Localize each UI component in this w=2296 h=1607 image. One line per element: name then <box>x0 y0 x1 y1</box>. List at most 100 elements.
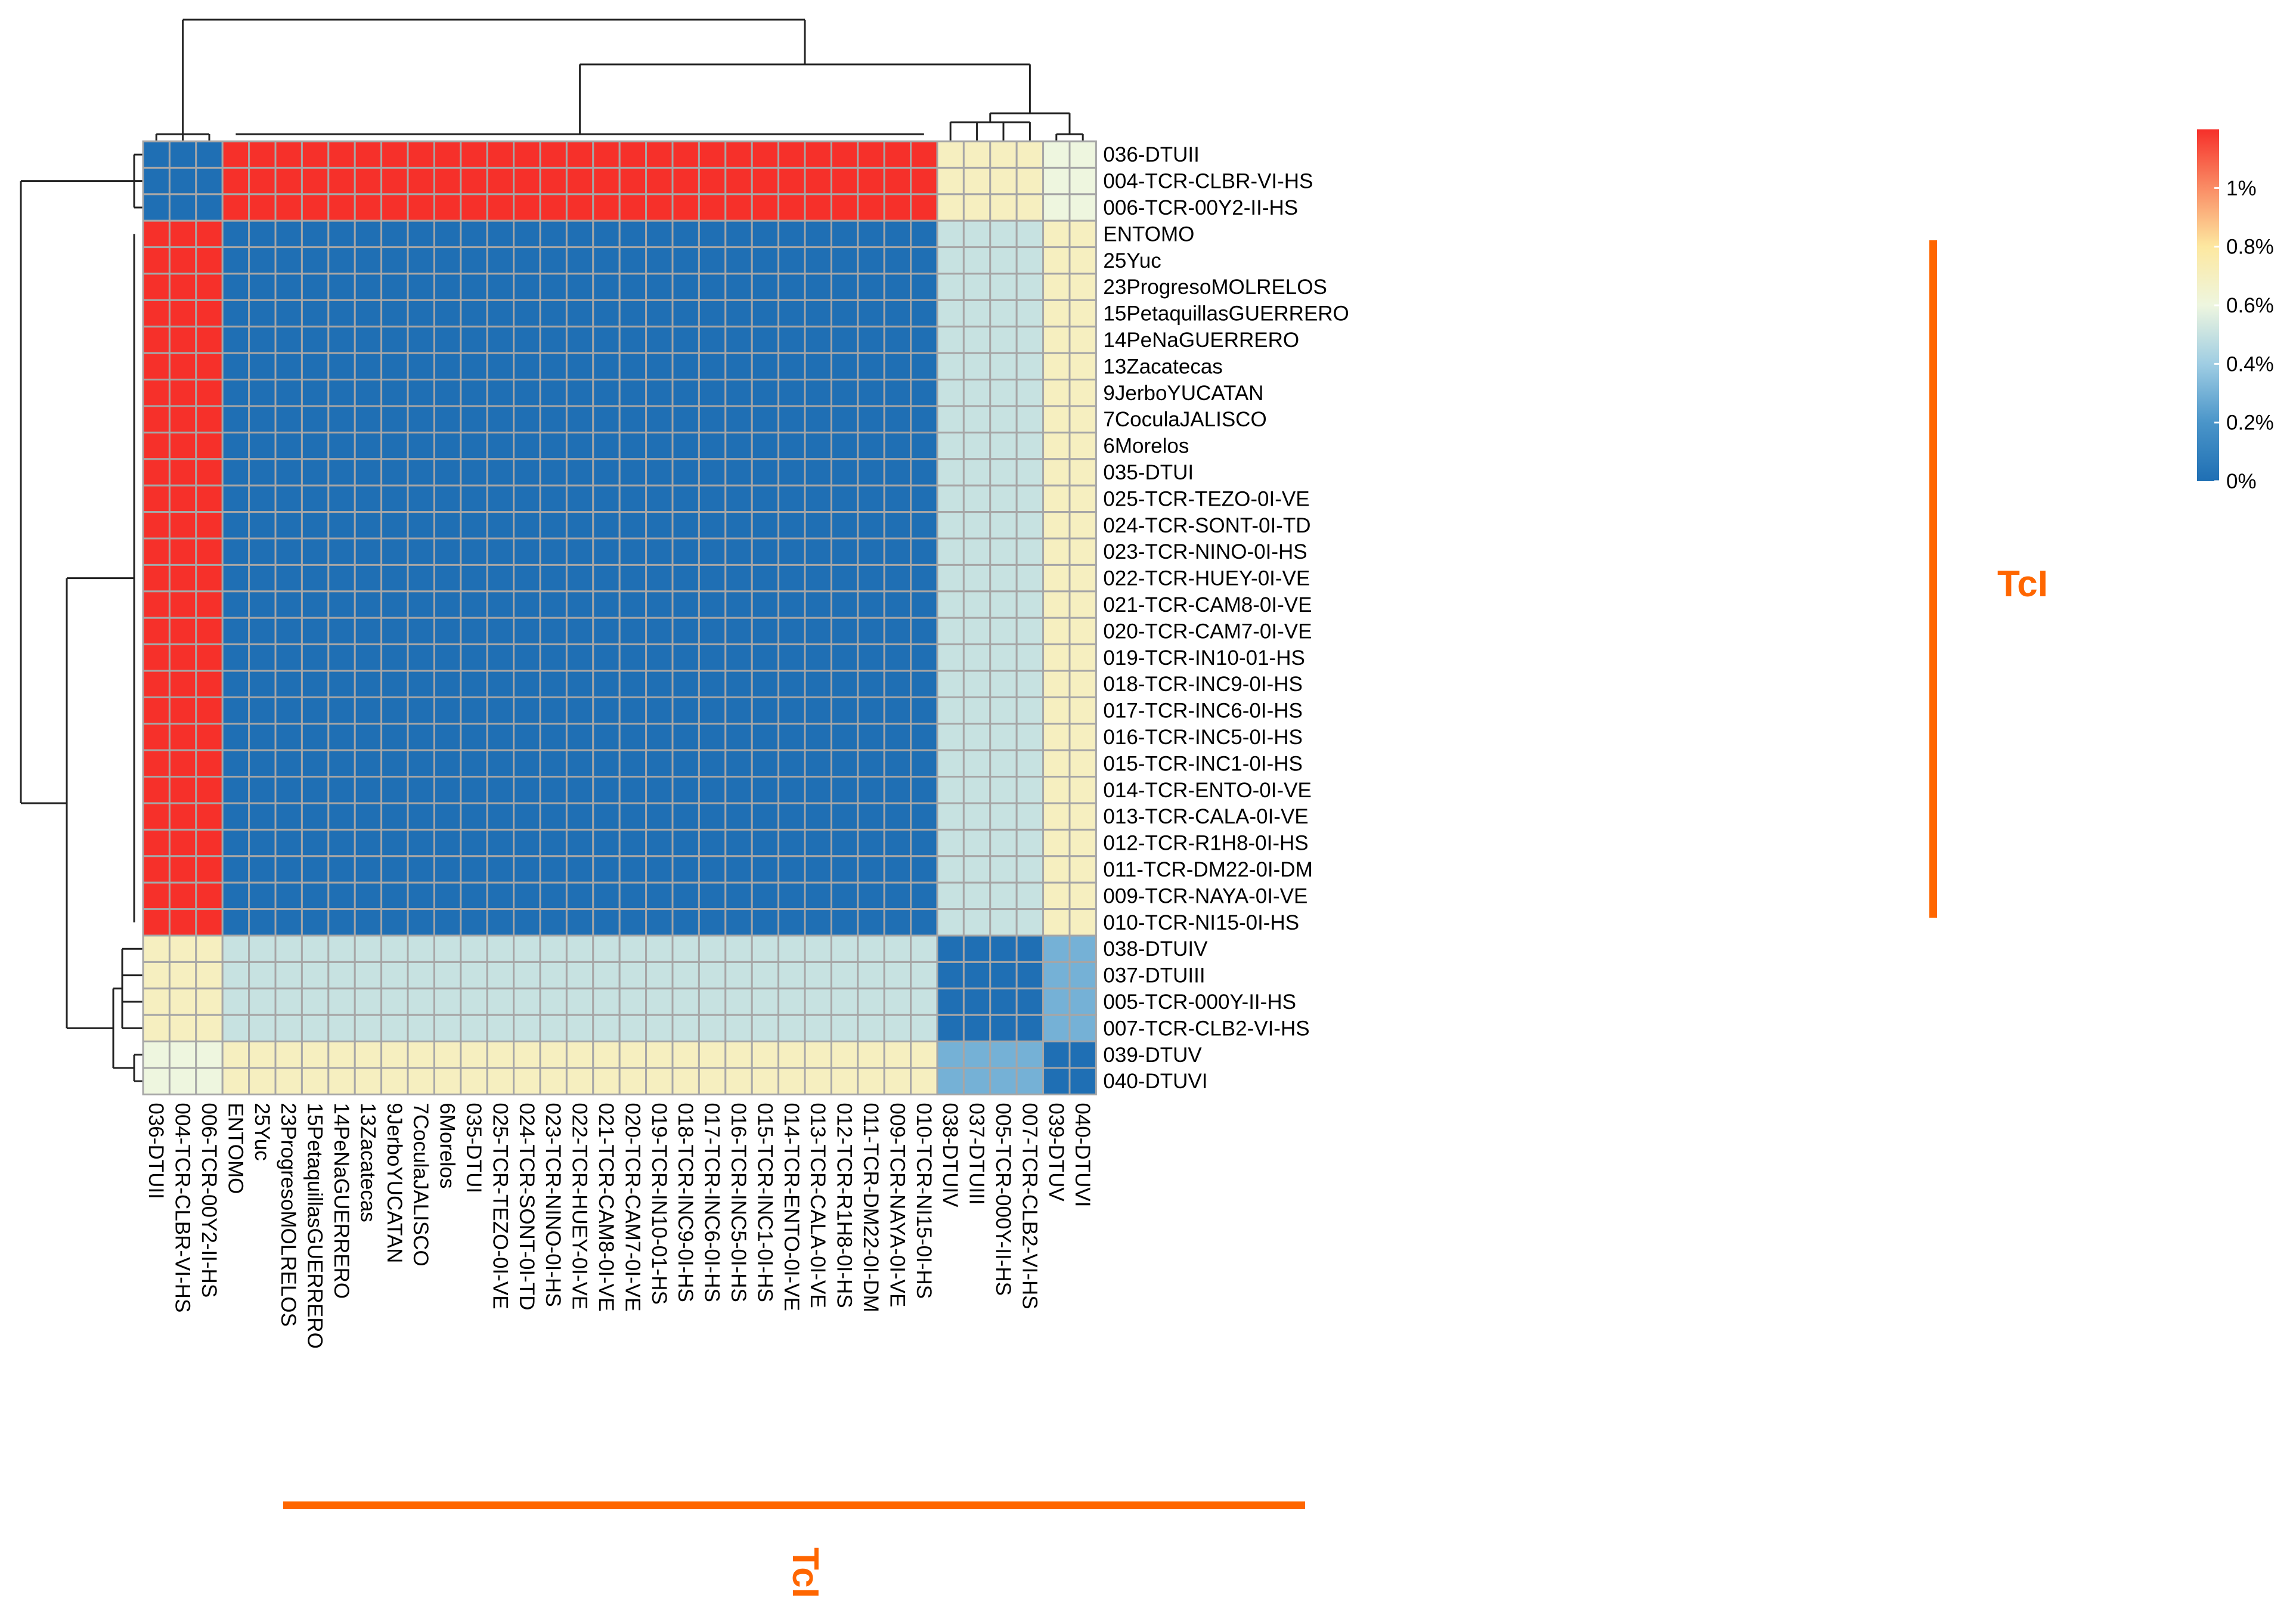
heatmap-cell <box>142 299 171 328</box>
heatmap-cell <box>883 193 912 222</box>
heatmap-cell <box>618 166 647 196</box>
row-label: 037-DTUIII <box>1103 964 1205 987</box>
heatmap-cell <box>618 749 647 778</box>
heatmap-cell <box>1068 590 1097 619</box>
heatmap-cell <box>777 776 806 804</box>
heatmap-cell <box>486 379 515 407</box>
heatmap-cell <box>380 749 409 778</box>
heatmap-cell <box>592 908 621 937</box>
heatmap-cell <box>142 696 171 725</box>
heatmap-cell <box>1015 299 1045 328</box>
heatmap-cell <box>830 326 859 354</box>
heatmap-cell <box>804 776 832 804</box>
heatmap-cell <box>1042 776 1071 804</box>
heatmap-cell <box>433 1067 462 1095</box>
heatmap-cell <box>327 908 356 937</box>
heatmap-cell <box>248 1041 277 1069</box>
heatmap-cell <box>962 1041 991 1069</box>
heatmap-cell <box>460 193 488 222</box>
heatmap-cell <box>248 326 277 354</box>
heatmap-cell <box>910 537 938 566</box>
heatmap-cell <box>857 193 885 222</box>
heatmap-cell <box>724 193 753 222</box>
heatmap-cell <box>883 379 912 407</box>
heatmap-cell <box>380 643 409 672</box>
heatmap-cell <box>989 881 1018 911</box>
legend-tick-label: 0.4% <box>2226 352 2274 376</box>
heatmap-cell <box>274 617 303 646</box>
heatmap-cell <box>857 563 885 593</box>
heatmap-cell <box>513 908 541 937</box>
heatmap-cell <box>354 166 383 196</box>
heatmap-cell <box>936 617 965 646</box>
heatmap-cell <box>486 193 515 222</box>
heatmap-cell <box>671 537 700 566</box>
heatmap-cell <box>565 961 594 990</box>
heatmap-cell <box>592 246 621 275</box>
heatmap-cell <box>486 670 515 698</box>
heatmap-cell <box>671 855 700 884</box>
heatmap-cell <box>645 828 674 857</box>
column-label: 14PeNaGUERRERO <box>330 1103 353 1299</box>
heatmap-cell <box>460 484 488 513</box>
heatmap-cell <box>142 617 171 646</box>
heatmap-cell <box>195 140 224 169</box>
heatmap-cell <box>751 140 780 169</box>
heatmap-cell <box>910 484 938 513</box>
column-label: 012-TCR-R1H8-0I-HS <box>833 1103 856 1308</box>
heatmap-cell <box>380 617 409 646</box>
legend-tick-label: 0.8% <box>2226 236 2274 259</box>
heatmap-cell <box>645 273 674 301</box>
row-label: 015-TCR-INC1-0I-HS <box>1103 752 1302 775</box>
heatmap-cell <box>751 670 780 698</box>
heatmap-cell <box>698 776 727 804</box>
heatmap-cell <box>751 617 780 646</box>
heatmap-cell <box>354 273 383 301</box>
heatmap-cell <box>195 723 224 751</box>
heatmap-cell <box>1015 246 1045 275</box>
heatmap-cell <box>195 431 224 460</box>
heatmap-cell <box>407 193 435 222</box>
heatmap-cell <box>936 643 965 672</box>
heatmap-cell <box>962 590 991 619</box>
heatmap-cell <box>857 643 885 672</box>
heatmap-cell <box>989 1014 1018 1043</box>
heatmap-cell <box>857 828 885 857</box>
heatmap-cell <box>221 484 250 513</box>
heatmap-cell <box>460 987 488 1016</box>
heatmap-cell <box>274 828 303 857</box>
row-label: 004-TCR-CLBR-VI-HS <box>1103 170 1313 193</box>
heatmap-cell <box>539 749 568 778</box>
heatmap-cell <box>910 352 938 381</box>
heatmap-cell <box>1042 193 1071 222</box>
heatmap-cell <box>380 166 409 196</box>
heatmap-cell <box>142 140 171 169</box>
heatmap-cell <box>592 776 621 804</box>
heatmap-cell <box>592 961 621 990</box>
heatmap-cell <box>486 511 515 540</box>
heatmap-cell <box>354 1041 383 1069</box>
heatmap-cell <box>857 166 885 196</box>
heatmap-cell <box>883 352 912 381</box>
heatmap-cell <box>433 484 462 513</box>
heatmap-cell <box>142 1041 171 1069</box>
heatmap-cell <box>1042 166 1071 196</box>
row-label: 017-TCR-INC6-0I-HS <box>1103 699 1302 723</box>
heatmap-cell <box>645 219 674 249</box>
heatmap-cell <box>300 1014 330 1043</box>
heatmap-cell <box>380 908 409 937</box>
heatmap-cell <box>1042 617 1071 646</box>
heatmap-cell <box>830 484 859 513</box>
column-label: 037-DTUIII <box>965 1103 989 1205</box>
heatmap-cell <box>380 140 409 169</box>
heatmap-cell <box>354 987 383 1016</box>
heatmap-cell <box>460 643 488 672</box>
heatmap-cell <box>433 617 462 646</box>
column-labels: 036-DTUII 004-TCR-CLBR-VI-HS 006-TCR-00Y2-… <box>144 1103 1094 1348</box>
heatmap-cell <box>777 246 806 275</box>
heatmap-cell <box>539 219 568 249</box>
heatmap-cell <box>989 908 1018 937</box>
heatmap-cell <box>168 405 197 434</box>
heatmap-cell <box>380 273 409 301</box>
heatmap-cell <box>407 881 435 911</box>
